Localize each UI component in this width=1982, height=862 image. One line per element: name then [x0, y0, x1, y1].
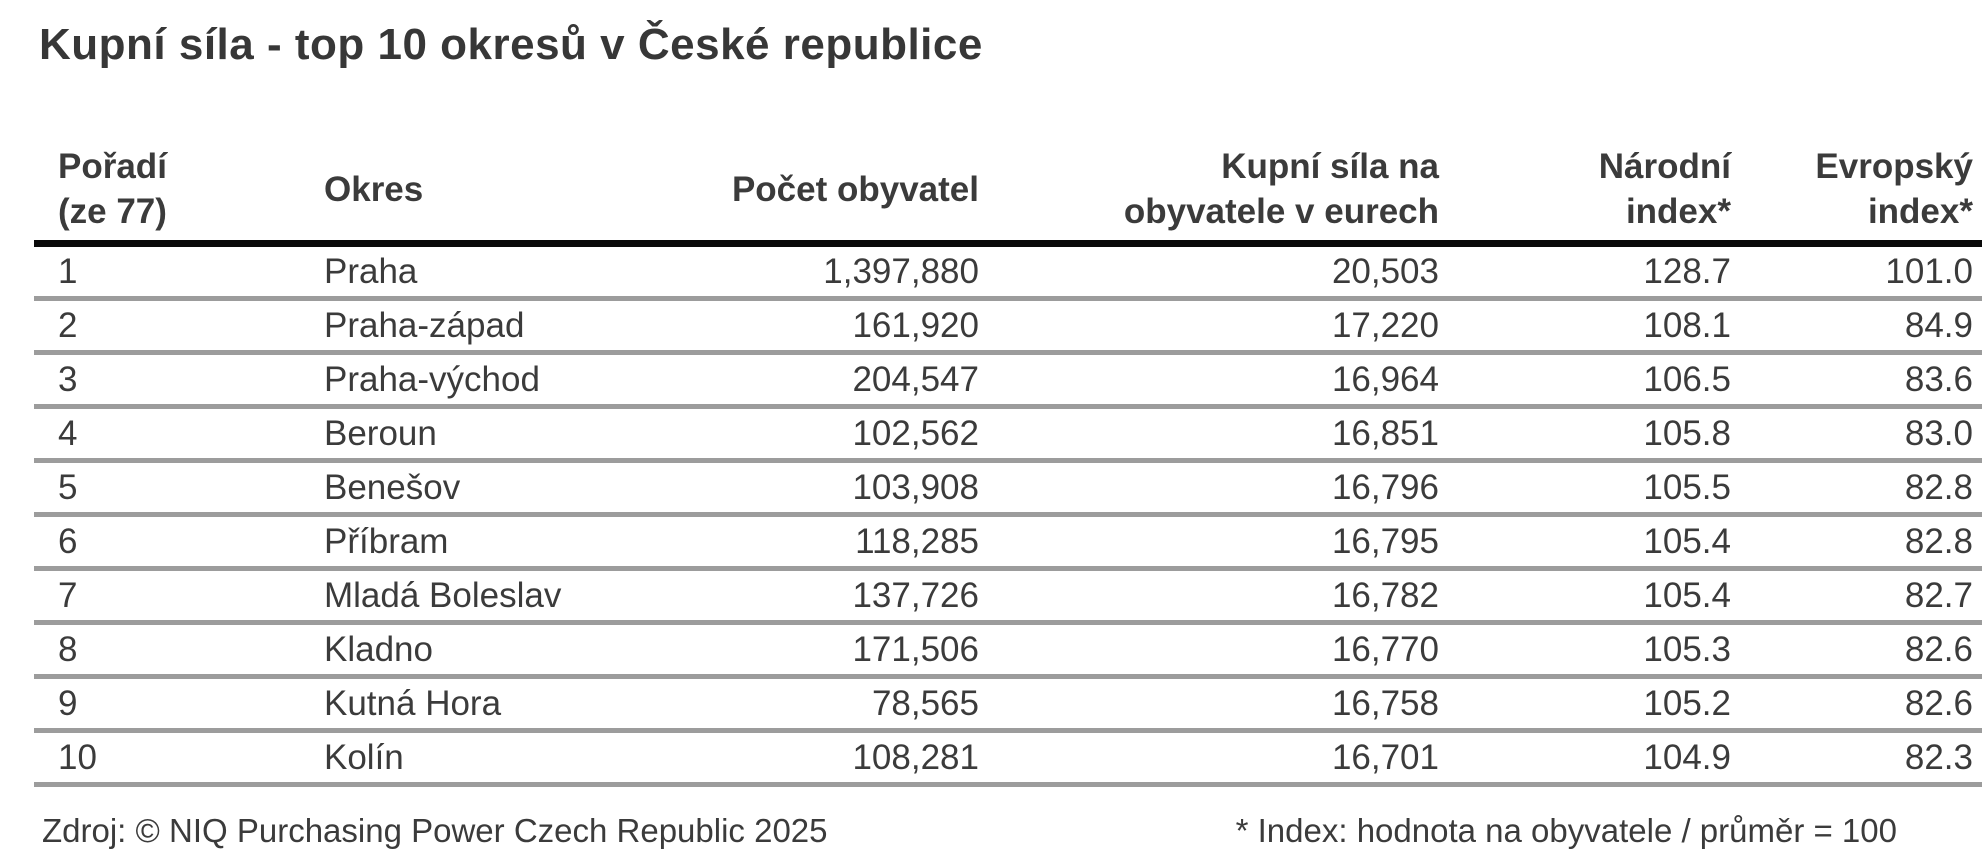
cell-power_eur: 17,220 — [995, 298, 1455, 356]
cell-national_index: 104.9 — [1455, 730, 1747, 788]
cell-population: 137,726 — [654, 568, 995, 626]
source-note: Zdroj: © NIQ Purchasing Power Czech Repu… — [42, 812, 828, 850]
cell-power_eur: 16,964 — [995, 352, 1455, 410]
cell-rank: 9 — [34, 676, 324, 734]
table-row: 6 Příbram 118,285 16,795 105.4 82.8 — [34, 514, 1982, 572]
cell-national_index: 108.1 — [1455, 298, 1747, 356]
cell-population: 1,397,880 — [654, 243, 995, 302]
page-title: Kupní síla - top 10 okresů v České repub… — [39, 20, 983, 69]
cell-population: 103,908 — [654, 460, 995, 518]
cell-rank: 3 — [34, 352, 324, 410]
cell-rank: 4 — [34, 406, 324, 464]
cell-okres: Praha-východ — [324, 352, 654, 410]
table-row: 1 Praha 1,397,880 20,503 128.7 101.0 — [34, 243, 1982, 302]
cell-okres: Kladno — [324, 622, 654, 680]
cell-okres: Benešov — [324, 460, 654, 518]
cell-rank: 8 — [34, 622, 324, 680]
cell-european_index: 82.8 — [1747, 460, 1982, 518]
cell-power_eur: 16,851 — [995, 406, 1455, 464]
column-header-population: Počet obyvatel — [654, 144, 995, 248]
cell-power_eur: 16,758 — [995, 676, 1455, 734]
table-header-row: Pořadí (ze 77) Okres Počet obyvatel Kupn… — [34, 144, 1982, 248]
table-footer: Zdroj: © NIQ Purchasing Power Czech Repu… — [34, 812, 1901, 850]
cell-national_index: 128.7 — [1455, 243, 1747, 302]
table-row: 3 Praha-východ 204,547 16,964 106.5 83.6 — [34, 352, 1982, 410]
cell-rank: 10 — [34, 730, 324, 788]
cell-okres: Kutná Hora — [324, 676, 654, 734]
table-row: 2 Praha-západ 161,920 17,220 108.1 84.9 — [34, 298, 1982, 356]
cell-national_index: 105.4 — [1455, 568, 1747, 626]
cell-national_index: 105.5 — [1455, 460, 1747, 518]
table-row: 4 Beroun 102,562 16,851 105.8 83.0 — [34, 406, 1982, 464]
cell-population: 102,562 — [654, 406, 995, 464]
cell-european_index: 82.8 — [1747, 514, 1982, 572]
cell-population: 78,565 — [654, 676, 995, 734]
cell-european_index: 82.7 — [1747, 568, 1982, 626]
cell-population: 108,281 — [654, 730, 995, 788]
cell-okres: Beroun — [324, 406, 654, 464]
cell-population: 171,506 — [654, 622, 995, 680]
cell-european_index: 101.0 — [1747, 243, 1982, 302]
column-header-european-index: Evropský index* — [1747, 144, 1982, 248]
cell-population: 204,547 — [654, 352, 995, 410]
cell-power_eur: 16,701 — [995, 730, 1455, 788]
cell-okres: Praha-západ — [324, 298, 654, 356]
cell-european_index: 83.0 — [1747, 406, 1982, 464]
column-header-power-eur: Kupní síla na obyvatele v eurech — [995, 144, 1455, 248]
cell-european_index: 82.6 — [1747, 676, 1982, 734]
cell-population: 118,285 — [654, 514, 995, 572]
cell-okres: Příbram — [324, 514, 654, 572]
table-row: 8 Kladno 171,506 16,770 105.3 82.6 — [34, 622, 1982, 680]
table-row: 7 Mladá Boleslav 137,726 16,782 105.4 82.7 — [34, 568, 1982, 626]
cell-rank: 2 — [34, 298, 324, 356]
cell-rank: 1 — [34, 243, 324, 302]
cell-rank: 5 — [34, 460, 324, 518]
cell-european_index: 84.9 — [1747, 298, 1982, 356]
index-definition-note: * Index: hodnota na obyvatele / průměr =… — [1235, 812, 1897, 850]
cell-european_index: 83.6 — [1747, 352, 1982, 410]
cell-national_index: 105.4 — [1455, 514, 1747, 572]
cell-power_eur: 16,795 — [995, 514, 1455, 572]
cell-rank: 7 — [34, 568, 324, 626]
cell-power_eur: 16,770 — [995, 622, 1455, 680]
cell-okres: Kolín — [324, 730, 654, 788]
cell-european_index: 82.3 — [1747, 730, 1982, 788]
cell-population: 161,920 — [654, 298, 995, 356]
cell-power_eur: 20,503 — [995, 243, 1455, 302]
purchasing-power-table: Pořadí (ze 77) Okres Počet obyvatel Kupn… — [34, 144, 1982, 788]
cell-national_index: 105.8 — [1455, 406, 1747, 464]
table-header: Pořadí (ze 77) Okres Počet obyvatel Kupn… — [34, 144, 1982, 248]
cell-national_index: 106.5 — [1455, 352, 1747, 410]
cell-power_eur: 16,796 — [995, 460, 1455, 518]
cell-national_index: 105.3 — [1455, 622, 1747, 680]
cell-power_eur: 16,782 — [995, 568, 1455, 626]
table-body: 1 Praha 1,397,880 20,503 128.7 101.0 2 Praha-zá… — [34, 243, 1982, 788]
cell-european_index: 82.6 — [1747, 622, 1982, 680]
cell-rank: 6 — [34, 514, 324, 572]
cell-national_index: 105.2 — [1455, 676, 1747, 734]
table-row: 10 Kolín 108,281 16,701 104.9 82.3 — [34, 730, 1982, 788]
table-row: 9 Kutná Hora 78,565 16,758 105.2 82.6 — [34, 676, 1982, 734]
table-row: 5 Benešov 103,908 16,796 105.5 82.8 — [34, 460, 1982, 518]
column-header-rank: Pořadí (ze 77) — [34, 144, 324, 248]
column-header-national-index: Národní index* — [1455, 144, 1747, 248]
cell-okres: Praha — [324, 243, 654, 302]
cell-okres: Mladá Boleslav — [324, 568, 654, 626]
column-header-okres: Okres — [324, 144, 654, 248]
